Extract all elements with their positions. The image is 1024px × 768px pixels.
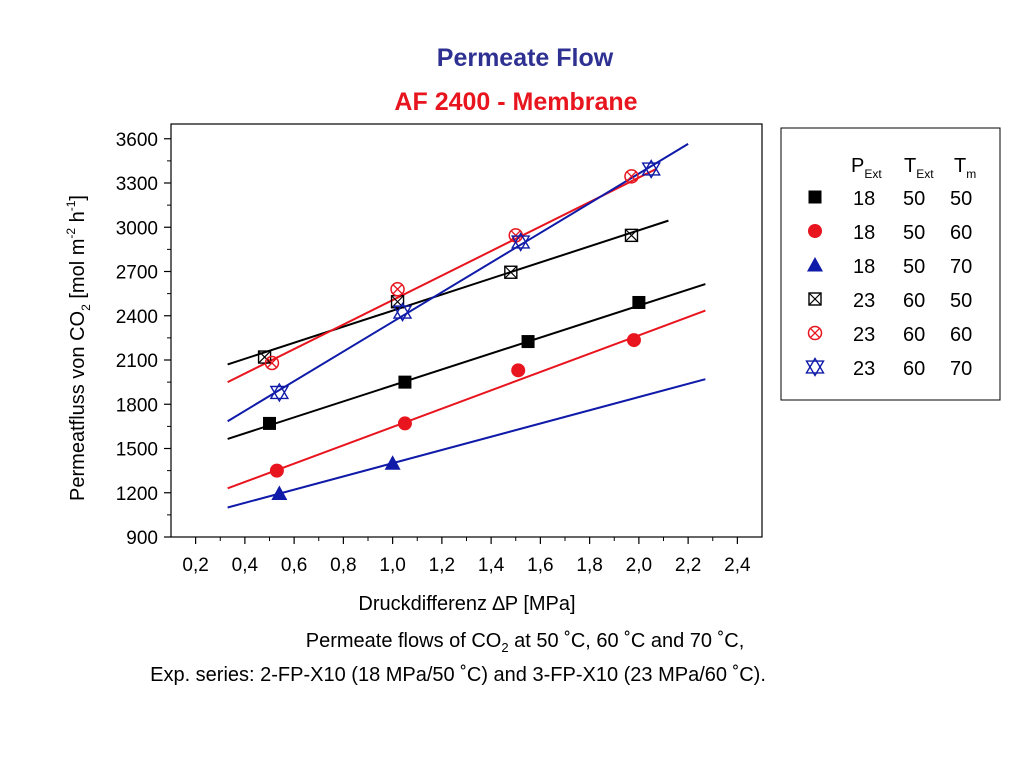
x-tick-label: 0,6: [281, 555, 307, 576]
legend-marker-1: [808, 190, 822, 204]
legend: PExt TExt Tm 18 50 50 18 50 60 18 50 70 23 60 50 23 6…: [780, 127, 1001, 401]
chart-subtitle: AF 2400 - Membrane: [394, 88, 637, 116]
plot-frame: [170, 123, 763, 538]
legend-value: 50: [903, 188, 925, 210]
fit-line-1: [227, 283, 706, 440]
x-tick-label: 1,0: [379, 555, 405, 576]
y-tick-label: 3300: [116, 174, 158, 195]
legend-marker-2: [808, 224, 822, 238]
legend-value: 70: [950, 358, 972, 380]
caption-line-2: Exp. series: 2-FP-X10 (18 MPa/50 ˚C) and…: [150, 664, 766, 686]
data-point-series-3: [271, 485, 288, 500]
x-tick-label: 0,4: [232, 555, 259, 576]
x-tick-label: 1,2: [429, 555, 455, 576]
data-point-series-4: [257, 350, 272, 364]
data-point-series-3: [384, 455, 401, 470]
y-tick-label: 2400: [116, 307, 158, 328]
legend-value: 23: [853, 358, 875, 380]
legend-value: 60: [903, 290, 925, 312]
legend-marker-6: [805, 357, 825, 377]
data-point-series-1: [398, 375, 412, 389]
data-point-series-5: [624, 169, 639, 184]
data-point-series-6: [269, 382, 290, 403]
legend-value: 60: [950, 324, 972, 346]
fit-line-5: [227, 168, 657, 384]
data-point-series-1: [632, 295, 646, 309]
legend-header-text: TExt: [904, 155, 934, 181]
data-point-series-2: [397, 416, 412, 431]
legend-rows: 18 50 50 18 50 60 18 50 70 23 60 50 23 60 60 23 60 70: [805, 188, 972, 380]
data-point-series-6: [510, 232, 531, 252]
data-point-series-2: [269, 463, 284, 478]
legend-value: 18: [853, 222, 875, 244]
legend-value: 50: [903, 256, 925, 278]
legend-marker-4: [808, 292, 822, 306]
y-tick-label: 900: [126, 528, 158, 549]
legend-value: 18: [853, 256, 875, 278]
data-point-series-4: [504, 265, 518, 279]
y-tick-label: 2700: [116, 263, 158, 284]
legend-value: 23: [853, 324, 875, 346]
data-points: [257, 159, 661, 500]
x-axis-label: Druckdifferenz ∆P [MPa]: [358, 593, 575, 615]
x-tick-label: 1,4: [478, 555, 505, 576]
legend-header-p: PExt: [851, 155, 882, 181]
x-tick-label: 1,6: [527, 555, 553, 576]
data-point-series-6: [641, 159, 661, 179]
fit-line-3: [227, 378, 706, 509]
data-point-series-2: [511, 363, 526, 378]
data-point-series-4: [624, 228, 639, 243]
legend-value: 60: [903, 324, 925, 346]
legend-value: 23: [853, 290, 875, 312]
y-tick-label: 2100: [116, 351, 158, 372]
data-point-series-6: [392, 302, 413, 322]
y-axis-label: Permeatfluss von CO2 [mol m-2 h-1]: [64, 195, 93, 501]
fit-line-4: [227, 219, 669, 366]
chart-title: Permeate Flow: [437, 44, 614, 72]
legend-value: 50: [950, 188, 972, 210]
legend-marker-5: [807, 325, 823, 341]
y-tick-label: 1500: [116, 440, 158, 461]
legend-value: 60: [903, 358, 925, 380]
y-tick-label: 3000: [116, 218, 158, 239]
fit-lines: [227, 143, 706, 509]
legend-value: 18: [853, 188, 875, 210]
legend-marker-3: [807, 257, 823, 272]
legend-value: 60: [950, 222, 972, 244]
legend-value: 70: [950, 256, 972, 278]
legend-value: 50: [950, 290, 972, 312]
fit-line-6: [227, 143, 689, 423]
x-tick-label: 0,2: [182, 555, 208, 576]
data-point-series-5: [390, 281, 405, 297]
caption-line-1: Permeate flows of CO2 at 50 ˚C, 60 ˚C an…: [305, 630, 745, 655]
x-tick-label: 1,8: [576, 555, 602, 576]
x-tick-label: 0,8: [330, 555, 356, 576]
x-tick-label: 2,2: [675, 555, 701, 576]
axis-ticks: 0,2 0,4 0,6 0,8 1,0 1,2 1,4 1,6 1,8 2,0 2,2 2,4 900 1…: [116, 130, 751, 576]
data-point-series-5: [264, 355, 280, 371]
x-tick-label: 2,0: [626, 555, 652, 576]
data-point-series-1: [521, 335, 535, 349]
data-point-series-1: [263, 416, 276, 430]
data-point-series-2: [626, 333, 641, 348]
fit-line-2: [227, 309, 706, 490]
x-tick-label: 2,4: [724, 555, 751, 576]
y-tick-label: 3600: [116, 130, 158, 151]
legend-value: 50: [903, 222, 925, 244]
y-tick-label: 1800: [116, 395, 158, 416]
y-tick-label: 1200: [116, 484, 158, 505]
legend-header-tm: Tm: [954, 155, 976, 181]
